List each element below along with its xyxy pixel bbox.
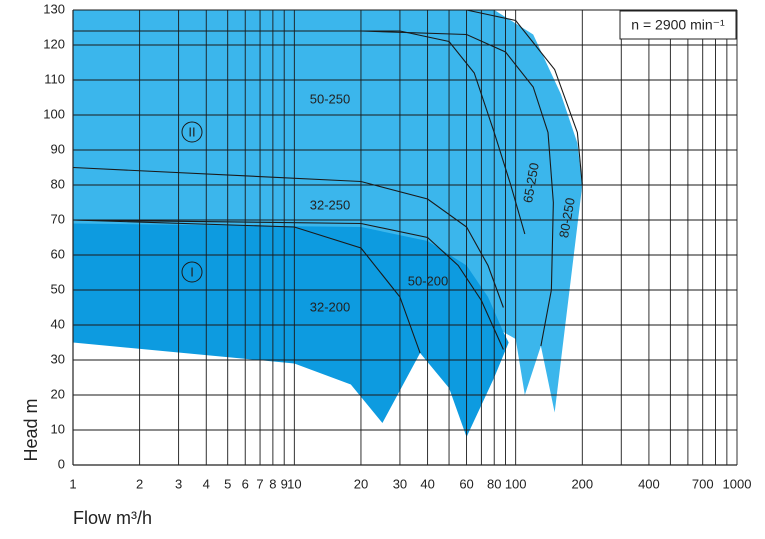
x-tick-label: 2: [136, 476, 143, 491]
curve: [72, 219, 504, 350]
curve: [72, 166, 504, 308]
curve: [466, 9, 583, 186]
x-tick-label: 1000: [723, 476, 752, 491]
region-label: II: [188, 124, 195, 139]
y-tick-label: 80: [51, 176, 65, 191]
curve-label: 50-200: [408, 273, 448, 288]
y-tick-label: 110: [44, 71, 65, 86]
x-axis-label: Flow m³/h: [73, 508, 152, 528]
y-tick-label: 70: [51, 211, 65, 226]
x-tick-label: 40: [420, 476, 434, 491]
y-tick-label: 50: [51, 281, 65, 296]
x-tick-label: 8: [269, 476, 276, 491]
curve-label: 50-250: [310, 91, 350, 106]
region-badge: [181, 121, 203, 143]
y-tick-label: 40: [51, 316, 65, 331]
x-tick-label: 80: [487, 476, 501, 491]
x-tick-label: 5: [224, 476, 231, 491]
x-tick-label: 10: [287, 476, 301, 491]
y-tick-label: 60: [51, 246, 65, 261]
y-tick-label: 0: [58, 456, 65, 471]
x-tick-label: 200: [571, 476, 593, 491]
y-tick-label: 130: [43, 1, 65, 16]
x-tick-label: 1: [69, 476, 76, 491]
x-tick-label: 7: [256, 476, 263, 491]
region: [73, 223, 509, 437]
y-tick-label: 90: [51, 141, 65, 156]
y-tick-label: 100: [43, 106, 65, 121]
curves: [72, 9, 583, 354]
x-tick-label: 9: [281, 476, 288, 491]
curve: [360, 30, 554, 347]
annotation-box: [619, 10, 737, 40]
x-tick-label: 60: [459, 476, 473, 491]
x-tick-label: 6: [242, 476, 249, 491]
region-label: I: [190, 264, 194, 279]
x-tick-label: 400: [638, 476, 660, 491]
x-tick-label: 3: [175, 476, 182, 491]
curve-label: 32-250: [310, 197, 350, 212]
grid: 0 10 20 30 40 50 60 70 80 90 100 110 120 130 1 2 3 4 5 6 7 8 9…: [43, 1, 751, 491]
y-axis-label: Head m: [21, 398, 41, 461]
curve: [72, 219, 421, 354]
x-tick-label: 4: [203, 476, 210, 491]
region-badge: [181, 261, 203, 283]
curve-label: 65-250: [520, 162, 542, 204]
curve: [73, 30, 526, 235]
x-tick-label: 30: [393, 476, 407, 491]
y-tick-label: 20: [51, 386, 65, 401]
x-tick-label: 20: [354, 476, 368, 491]
annotation: n = 2900 min⁻¹: [631, 17, 725, 33]
x-tick-label: 700: [692, 476, 714, 491]
x-tick-label: 100: [505, 476, 527, 491]
y-tick-label: 30: [51, 351, 65, 366]
y-tick-label: 120: [43, 36, 65, 51]
y-tick-label: 10: [51, 421, 65, 436]
curve-label: 80-250: [556, 197, 578, 239]
curve-label: 32-200: [310, 299, 350, 314]
